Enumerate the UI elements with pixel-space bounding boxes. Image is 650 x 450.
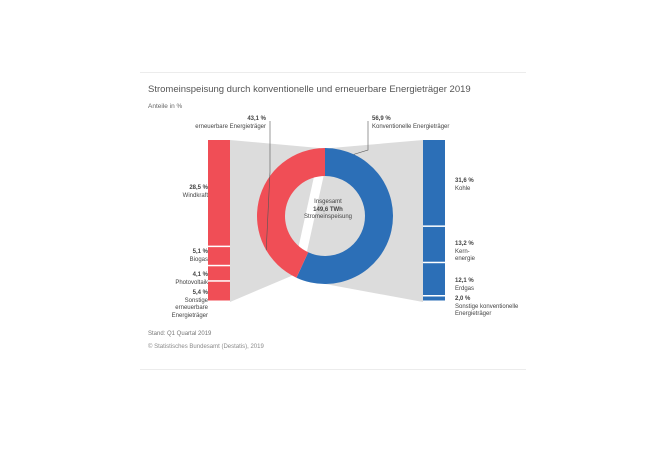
label-windkraft: 28,5 % Windkraft <box>168 185 208 200</box>
label-sonstige-konventionelle: 2,0 % Sonstige konventionelle Energieträ… <box>455 296 521 319</box>
label-konventionelle-total-value: 56,9 % <box>372 116 391 122</box>
label-sonstige-erneuerbare: 5,4 % Sonstige erneuerbare Energieträger <box>144 290 208 320</box>
label-kohle: 31,6 % Kohle <box>455 178 495 193</box>
label-konventionelle-total-name: Konventionelle Energieträger <box>372 123 450 130</box>
label-kohle-name: Kohle <box>455 185 471 192</box>
label-photovoltaik-value: 4,1 % <box>192 272 208 278</box>
chart-title: Stromeinspeisung durch konventionelle un… <box>148 84 471 95</box>
center-label-line3: Stromeinspeisung <box>303 214 353 220</box>
label-erdgas-name: Erdgas <box>455 285 475 292</box>
bar-erneuerbare-segment-0 <box>208 140 230 246</box>
chart-subtitle: Anteile in % <box>148 103 183 110</box>
center-label-line1: Insgesamt <box>314 199 342 205</box>
bar-erneuerbare-segment-1 <box>208 247 230 265</box>
label-biogas-name: Biogas <box>189 256 208 263</box>
center-label-total: 149,6 TWh <box>313 206 343 213</box>
label-windkraft-name: Windkraft <box>182 192 208 199</box>
label-kernenergie: 13,2 % Kern-energie <box>455 241 485 264</box>
label-biogas-value: 5,1 % <box>192 249 208 255</box>
bar-konventionelle-segment-1 <box>423 226 445 262</box>
leader-erneuerbare <box>265 121 271 251</box>
bar-konventionelle-segment-0 <box>423 140 445 226</box>
label-photovoltaik: 4,1 % Photovoltaik <box>162 272 208 287</box>
label-sonstige-erneuerbare-name: Sonstige erneuerbare Energieträger <box>171 297 208 319</box>
label-kernenergie-name: Kern-energie <box>455 248 476 263</box>
label-sonstige-erneuerbare-value: 5,4 % <box>192 290 208 296</box>
label-sonstige-konventionelle-value: 2,0 % <box>455 296 471 302</box>
label-konventionelle-total: 56,9 % Konventionelle Energieträger <box>372 116 482 131</box>
label-windkraft-value: 28,5 % <box>189 185 208 191</box>
bar-erneuerbare-segment-3 <box>208 281 230 301</box>
label-photovoltaik-name: Photovoltaik <box>175 279 208 286</box>
donut-slice-konventionelle <box>296 148 393 284</box>
footer-source: © Statistisches Bundesamt (Destatis), 20… <box>148 344 264 350</box>
label-erneuerbare-total-name: erneuerbare Energieträger <box>195 123 266 130</box>
bar-konventionelle-segment-2 <box>423 263 445 295</box>
label-erneuerbare-total: 43,1 % erneuerbare Energieträger <box>170 116 266 131</box>
footer-note: Stand: Q1 Quartal 2019 <box>148 331 212 337</box>
label-erdgas-value: 12,1 % <box>455 278 474 284</box>
leader-konventionelle <box>353 121 369 155</box>
bar-konventionelle-segment-3 <box>423 296 445 301</box>
label-erdgas: 12,1 % Erdgas <box>455 278 495 293</box>
label-kernenergie-value: 13,2 % <box>455 241 474 247</box>
label-kohle-value: 31,6 % <box>455 178 474 184</box>
label-biogas: 5,1 % Biogas <box>168 249 208 264</box>
bar-erneuerbare-segment-2 <box>208 266 230 281</box>
donut-center-label: Insgesamt 149,6 TWh Stromeinspeisung <box>293 199 363 222</box>
label-sonstige-konventionelle-name: Sonstige konventionelle Energieträger <box>455 303 519 318</box>
label-erneuerbare-total-value: 43,1 % <box>247 116 266 122</box>
donut-slice-erneuerbare <box>256 148 325 278</box>
